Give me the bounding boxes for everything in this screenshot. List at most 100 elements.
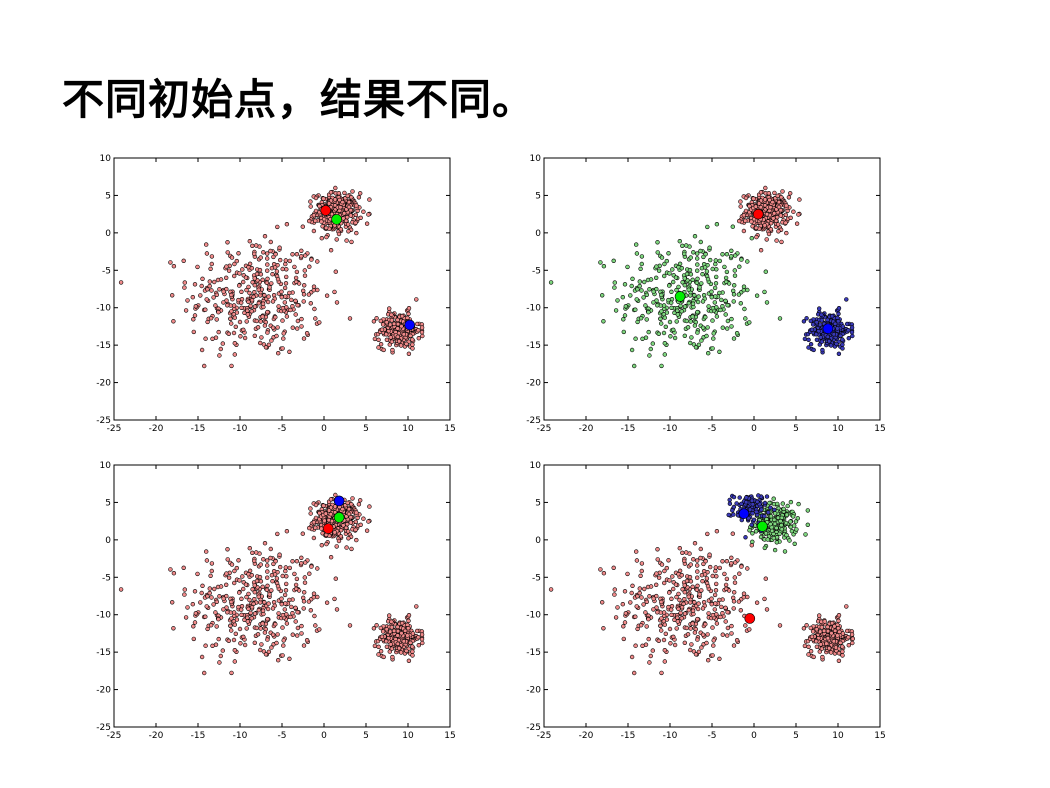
data-point (729, 623, 734, 629)
data-point (764, 607, 770, 612)
data-point (252, 290, 257, 295)
data-point (675, 308, 680, 313)
data-point (666, 604, 671, 610)
data-point (322, 518, 327, 523)
data-point (387, 613, 392, 618)
data-point (229, 562, 235, 567)
data-point (414, 297, 419, 302)
data-point (324, 600, 330, 605)
data-point (214, 317, 219, 322)
data-point (240, 574, 245, 579)
data-point (731, 606, 736, 611)
data-point (326, 508, 332, 513)
data-point (209, 254, 215, 259)
data-point (258, 579, 264, 584)
data-point (806, 644, 811, 650)
data-point (659, 321, 664, 326)
data-point (401, 639, 406, 644)
data-point (654, 571, 659, 576)
data-point (216, 329, 221, 335)
data-point (836, 319, 841, 324)
data-point (718, 307, 723, 313)
data-point (241, 586, 246, 592)
y-tick-label: 10 (100, 461, 112, 471)
data-point (754, 600, 760, 605)
data-point (201, 670, 207, 676)
data-point (836, 306, 842, 311)
data-point (713, 601, 718, 606)
data-point (353, 220, 358, 225)
data-point (347, 623, 353, 628)
data-point (599, 293, 605, 298)
data-point (840, 346, 845, 351)
data-point (775, 193, 780, 199)
data-point (667, 271, 672, 276)
data-point (338, 227, 344, 232)
data-point (714, 274, 719, 280)
data-point (278, 257, 283, 263)
data-point (342, 211, 347, 216)
data-point (622, 282, 628, 287)
data-point (775, 515, 781, 520)
data-point (710, 573, 715, 579)
data-point (308, 199, 313, 204)
data-point (248, 610, 253, 616)
data-point (743, 316, 748, 321)
data-point (332, 197, 338, 202)
data-point (185, 298, 190, 303)
data-point (675, 312, 681, 317)
data-point (731, 288, 736, 294)
data-point (301, 606, 306, 611)
data-point (171, 319, 176, 324)
data-point (265, 276, 270, 282)
data-point (688, 579, 694, 584)
data-point (680, 280, 685, 285)
data-point (265, 309, 270, 315)
data-point (260, 621, 265, 626)
x-tick-label: -25 (537, 731, 552, 741)
data-point (705, 632, 710, 637)
data-point (705, 276, 711, 282)
data-point (670, 574, 675, 579)
red-centroid (322, 523, 334, 534)
data-point (308, 608, 314, 613)
data-point (218, 346, 224, 352)
data-point (233, 631, 239, 637)
data-point (656, 638, 662, 644)
data-point (276, 658, 281, 663)
data-point (236, 558, 241, 563)
data-point (758, 247, 764, 253)
x-tick-label: -5 (708, 424, 717, 434)
data-point (775, 501, 780, 507)
y-tick-label: -20 (96, 686, 111, 696)
data-point (234, 258, 240, 264)
data-point (836, 651, 842, 656)
data-point (280, 625, 285, 630)
data-point (317, 627, 322, 632)
data-point (289, 297, 294, 303)
data-point (271, 600, 277, 605)
data-point (260, 277, 265, 283)
data-point (295, 633, 300, 638)
x-tick-label: 10 (402, 424, 414, 434)
data-point (226, 575, 232, 580)
data-point (682, 558, 687, 564)
data-point (696, 601, 701, 606)
data-point (782, 549, 788, 554)
y-tick-label: -15 (526, 341, 541, 351)
data-point (252, 611, 258, 616)
data-point (638, 623, 644, 628)
data-point (404, 341, 409, 347)
data-point (620, 602, 626, 607)
data-point (684, 625, 690, 631)
data-point (239, 596, 244, 602)
data-point (171, 570, 177, 576)
data-point (639, 288, 644, 293)
data-point (290, 252, 295, 257)
data-point (301, 292, 307, 297)
data-point (788, 499, 794, 505)
data-point (639, 254, 645, 259)
data-point (252, 283, 258, 288)
data-point (729, 631, 734, 636)
data-point (294, 279, 299, 285)
